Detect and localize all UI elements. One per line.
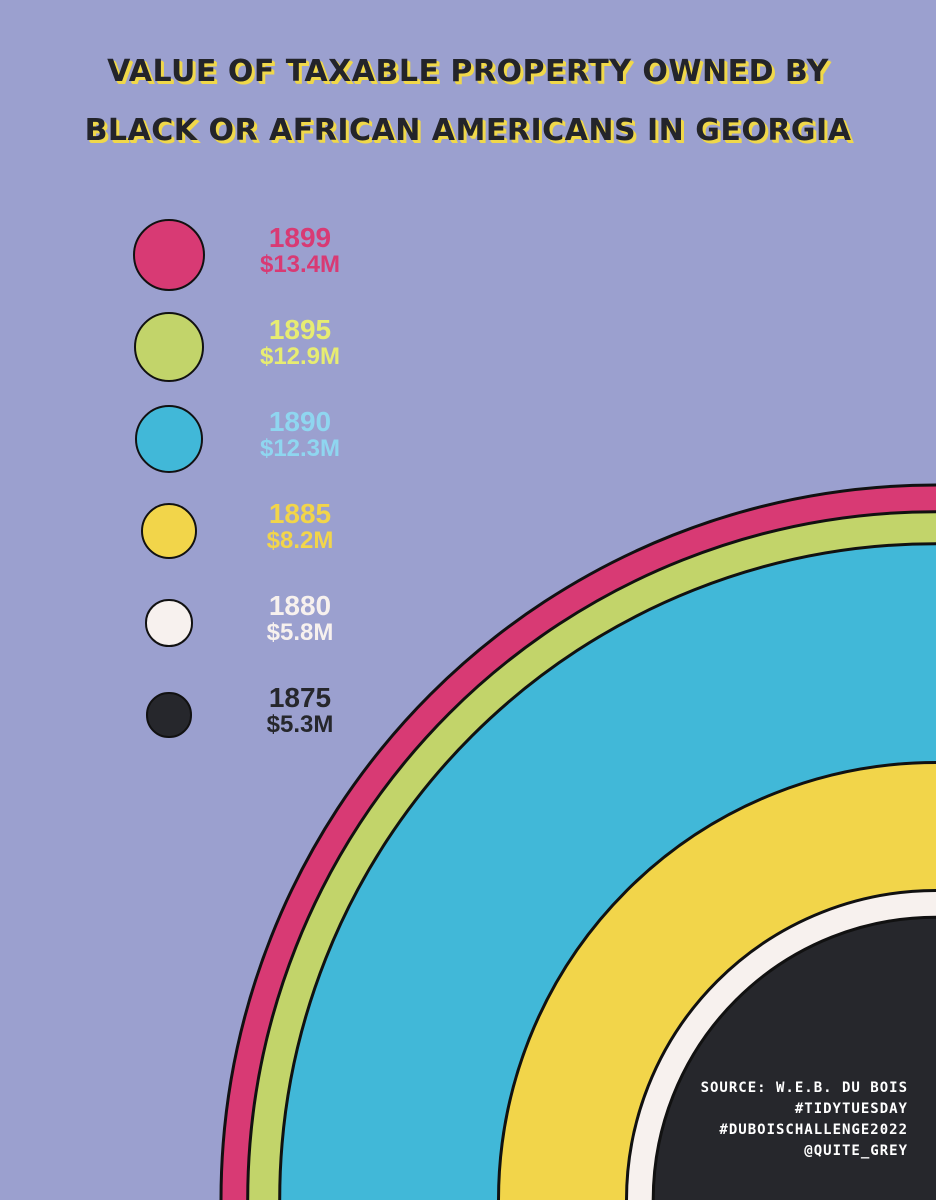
legend-year-1895: 1895 bbox=[268, 314, 332, 345]
caption-handle: @QUITE_GREY bbox=[804, 1143, 908, 1159]
title-line-1: VALUE OF TAXABLE PROPERTY OWNED BY bbox=[107, 54, 829, 89]
legend-year-1890: 1890 bbox=[268, 406, 332, 437]
legend-circle-1899 bbox=[133, 219, 205, 291]
legend-label-1885: 1885 $8.2M bbox=[240, 498, 360, 555]
legend-value-1875: $5.3M bbox=[266, 711, 334, 738]
legend-value-1899: $13.4M bbox=[259, 251, 341, 278]
legend-circle-1895 bbox=[133, 311, 205, 383]
legend-year-1875: 1875 bbox=[268, 682, 332, 713]
legend-label-1880: 1880 $5.8M bbox=[240, 590, 360, 647]
ring-1875 bbox=[651, 915, 936, 1200]
legend-circle-1890 bbox=[134, 404, 204, 474]
legend-circle-1875 bbox=[146, 692, 192, 738]
legend-value-1895: $12.9M bbox=[259, 343, 341, 370]
title-line-2: BLACK OR AFRICAN AMERICANS IN GEORGIA bbox=[84, 113, 852, 148]
legend-circle-1885 bbox=[140, 502, 198, 560]
legend-circle-1880 bbox=[145, 599, 193, 647]
legend-year-1899: 1899 bbox=[268, 222, 332, 253]
legend-value-1885: $8.2M bbox=[266, 527, 334, 554]
caption-source: SOURCE: W.E.B. DU BOIS bbox=[700, 1080, 908, 1096]
caption-tidytuesday: #TIDYTUESDAY bbox=[794, 1101, 908, 1117]
legend-value-1880: $5.8M bbox=[266, 619, 334, 646]
legend-label-1899: 1899 $13.4M bbox=[240, 222, 360, 279]
legend-year-1880: 1880 bbox=[268, 590, 332, 621]
legend-value-1890: $12.3M bbox=[259, 435, 341, 462]
legend-label-1875: 1875 $5.3M bbox=[240, 682, 360, 739]
legend-label-1895: 1895 $12.9M bbox=[240, 314, 360, 371]
legend-year-1885: 1885 bbox=[268, 498, 332, 529]
legend-label-1890: 1890 $12.3M bbox=[240, 406, 360, 463]
caption: SOURCE: W.E.B. DU BOIS #TIDYTUESDAY #DUB… bbox=[701, 1078, 908, 1162]
caption-duboischallenge: #DUBOISCHALLENGE2022 bbox=[719, 1122, 908, 1138]
